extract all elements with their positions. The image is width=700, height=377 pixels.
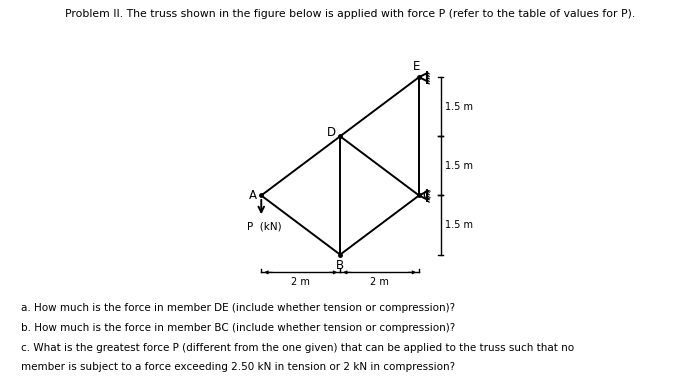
Polygon shape	[419, 192, 427, 199]
Text: 2 m: 2 m	[370, 277, 389, 288]
Text: 1.5 m: 1.5 m	[445, 161, 473, 171]
Text: P  (kN): P (kN)	[247, 222, 281, 232]
Text: E: E	[414, 60, 421, 73]
Text: D: D	[327, 126, 336, 139]
Text: member is subject to a force exceeding 2.50 kN in tension or 2 kN in compression: member is subject to a force exceeding 2…	[21, 362, 455, 372]
Text: C: C	[422, 189, 430, 202]
Text: c. What is the greatest force P (different from the one given) that can be appli: c. What is the greatest force P (differe…	[21, 343, 574, 353]
Text: B: B	[336, 259, 344, 272]
Text: b. How much is the force in member BC (include whether tension or compression)?: b. How much is the force in member BC (i…	[21, 323, 455, 333]
Text: a. How much is the force in member DE (include whether tension or compression)?: a. How much is the force in member DE (i…	[21, 303, 455, 314]
Text: 1.5 m: 1.5 m	[445, 102, 473, 112]
Text: 1.5 m: 1.5 m	[445, 220, 473, 230]
Polygon shape	[419, 73, 427, 81]
Text: 2 m: 2 m	[291, 277, 310, 288]
Text: Problem II. The truss shown in the figure below is applied with force P (refer t: Problem II. The truss shown in the figur…	[65, 9, 635, 20]
Text: A: A	[248, 189, 257, 202]
